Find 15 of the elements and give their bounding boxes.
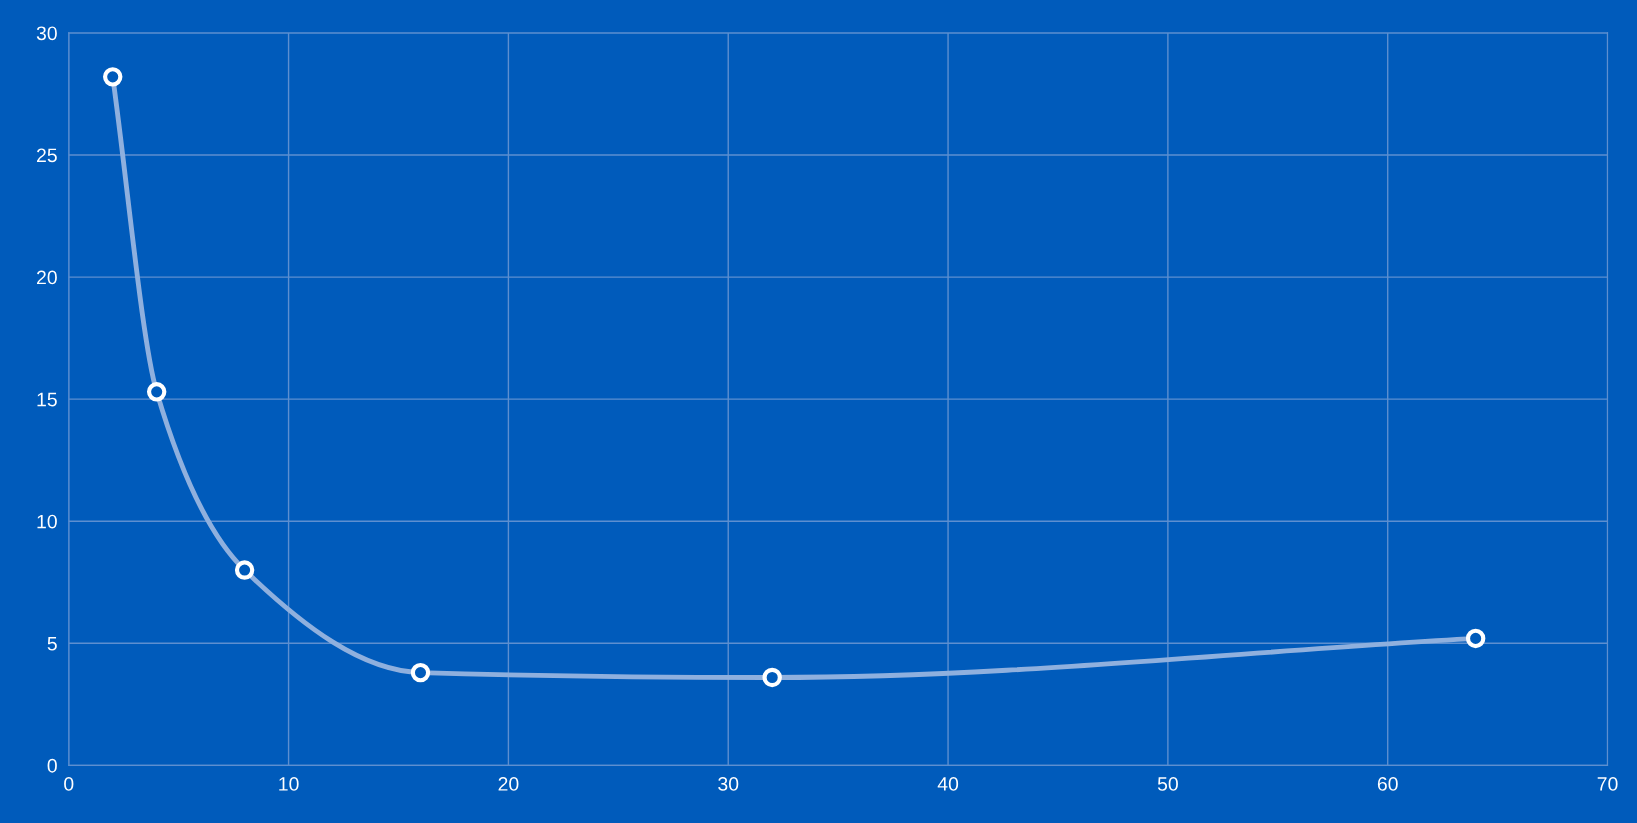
x-tick-label: 70 <box>1597 777 1618 791</box>
y-tick-label: 20 <box>37 270 57 285</box>
x-tick-label: 60 <box>1377 777 1398 791</box>
y-tick-label: 30 <box>36 26 57 41</box>
y-tick-label: 10 <box>37 514 57 529</box>
x-tick-label: 0 <box>64 777 74 791</box>
x-tick-label: 30 <box>718 777 739 791</box>
x-tick-label: 10 <box>279 777 299 791</box>
y-tick-label: 15 <box>37 392 57 407</box>
y-tick-label: 5 <box>47 636 57 651</box>
y-tick-label: 0 <box>47 758 57 773</box>
x-tick-label: 40 <box>937 777 959 791</box>
x-tick-label: 50 <box>1157 777 1178 791</box>
x-tick-label: 20 <box>498 777 519 791</box>
y-tick-label: 25 <box>37 148 57 163</box>
